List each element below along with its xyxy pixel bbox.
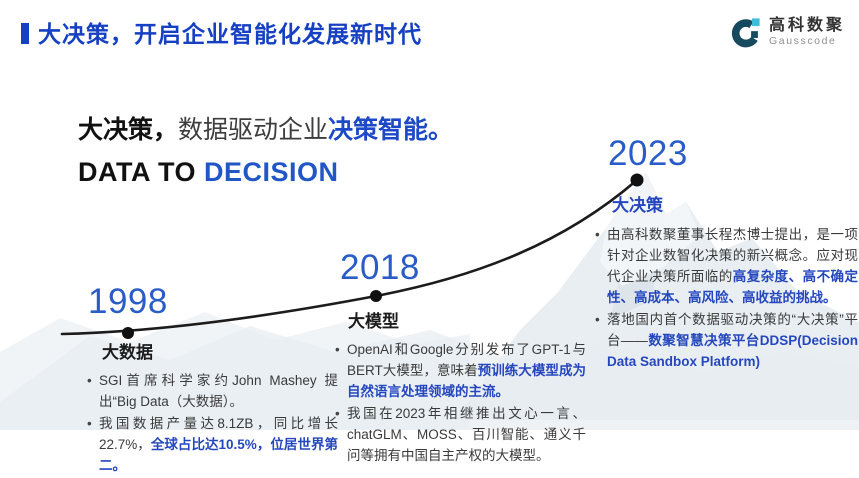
milestone-1998: 1998 大数据 SGI首席科学家约John Mashey 提出“Big Data（… <box>86 283 338 477</box>
milestone-bullet: 由高科数聚董事长程杰博士提出，是一项针对企业数智化决策的新兴概念。应对现代企业决… <box>594 224 858 308</box>
slide-title: 大决策，开启企业智能化发展新时代 <box>38 21 422 47</box>
hero-line-cn: 大决策，数据驱动企业决策智能。 <box>78 114 453 147</box>
gausscode-logo-icon <box>731 18 760 48</box>
hero-text-decision-en: DECISION <box>204 156 339 187</box>
milestone-bullet: 我国数据产量达8.1ZB，同比增长22.7%，全球占比达10.5%，位居世界第二… <box>86 413 338 476</box>
milestone-2018: 2018 大模型 OpenAI和Google分别发布了GPT-1与BERT大模型，意… <box>334 249 586 467</box>
company-logo: 高科数聚 Gausscode <box>729 15 845 49</box>
milestone-title: 大数据 <box>102 343 153 362</box>
milestone-bullet: OpenAI和Google分别发布了GPT-1与BERT大模型，意味着预训练大模… <box>334 339 586 402</box>
hero-line-en: DATA TO DECISION <box>78 157 453 188</box>
milestone-title: 大决策 <box>612 196 663 215</box>
bullet-text: 我国在2023年相继推出文心一言、chatGLM、MOSS、百川智能、通义千问等… <box>347 406 586 463</box>
milestone-bullet-list: OpenAI和Google分别发布了GPT-1与BERT大模型，意味着预训练大模… <box>334 339 586 466</box>
bullet-text: SGI首席科学家约John Mashey 提出“Big Data（大数据）。 <box>99 373 338 409</box>
title-accent-bar <box>21 23 29 44</box>
milestone-year: 1998 <box>88 282 168 321</box>
milestone-bullet: 落地国内首个数据驱动决策的“大决策”平台——数聚智慧决策平台DDSP(Decis… <box>594 309 858 372</box>
logo-text: 高科数聚 Gausscode <box>769 17 845 47</box>
milestone-bullet: SGI首席科学家约John Mashey 提出“Big Data（大数据）。 <box>86 370 338 412</box>
logo-name-cn: 高科数聚 <box>768 16 845 34</box>
hero-text-decision-intel: 决策智能。 <box>328 116 454 144</box>
milestone-2023: 2023 大决策由高科数聚董事长程杰博士提出，是一项针对企业数智化决策的新兴概念。… <box>594 135 858 373</box>
hero-text-big-decision: 大决策， <box>78 116 179 144</box>
hero-text-data-driven: 数据驱动企业 <box>178 116 329 144</box>
hero-text-data-to: DATA TO <box>78 156 204 187</box>
milestone-bullet-list: 由高科数聚董事长程杰博士提出，是一项针对企业数智化决策的新兴概念。应对现代企业决… <box>594 224 858 372</box>
logo-name-en: Gausscode <box>768 35 837 48</box>
milestone-year: 2023 <box>608 134 688 173</box>
milestone-title: 大模型 <box>348 312 399 331</box>
hero-heading: 大决策，数据驱动企业决策智能。 DATA TO DECISION <box>78 114 453 188</box>
bullet-highlight-text: 全球占比达10.5%，位居世界第二。 <box>99 437 339 473</box>
milestone-year: 2018 <box>340 248 420 287</box>
milestone-bullet-list: SGI首席科学家约John Mashey 提出“Big Data（大数据）。我国… <box>86 370 338 476</box>
milestone-bullet: 我国在2023年相继推出文心一言、chatGLM、MOSS、百川智能、通义千问等… <box>334 403 586 466</box>
